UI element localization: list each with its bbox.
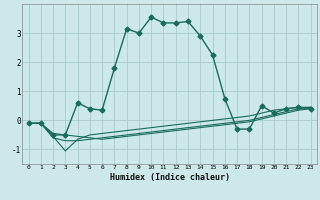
X-axis label: Humidex (Indice chaleur): Humidex (Indice chaleur) bbox=[110, 173, 230, 182]
